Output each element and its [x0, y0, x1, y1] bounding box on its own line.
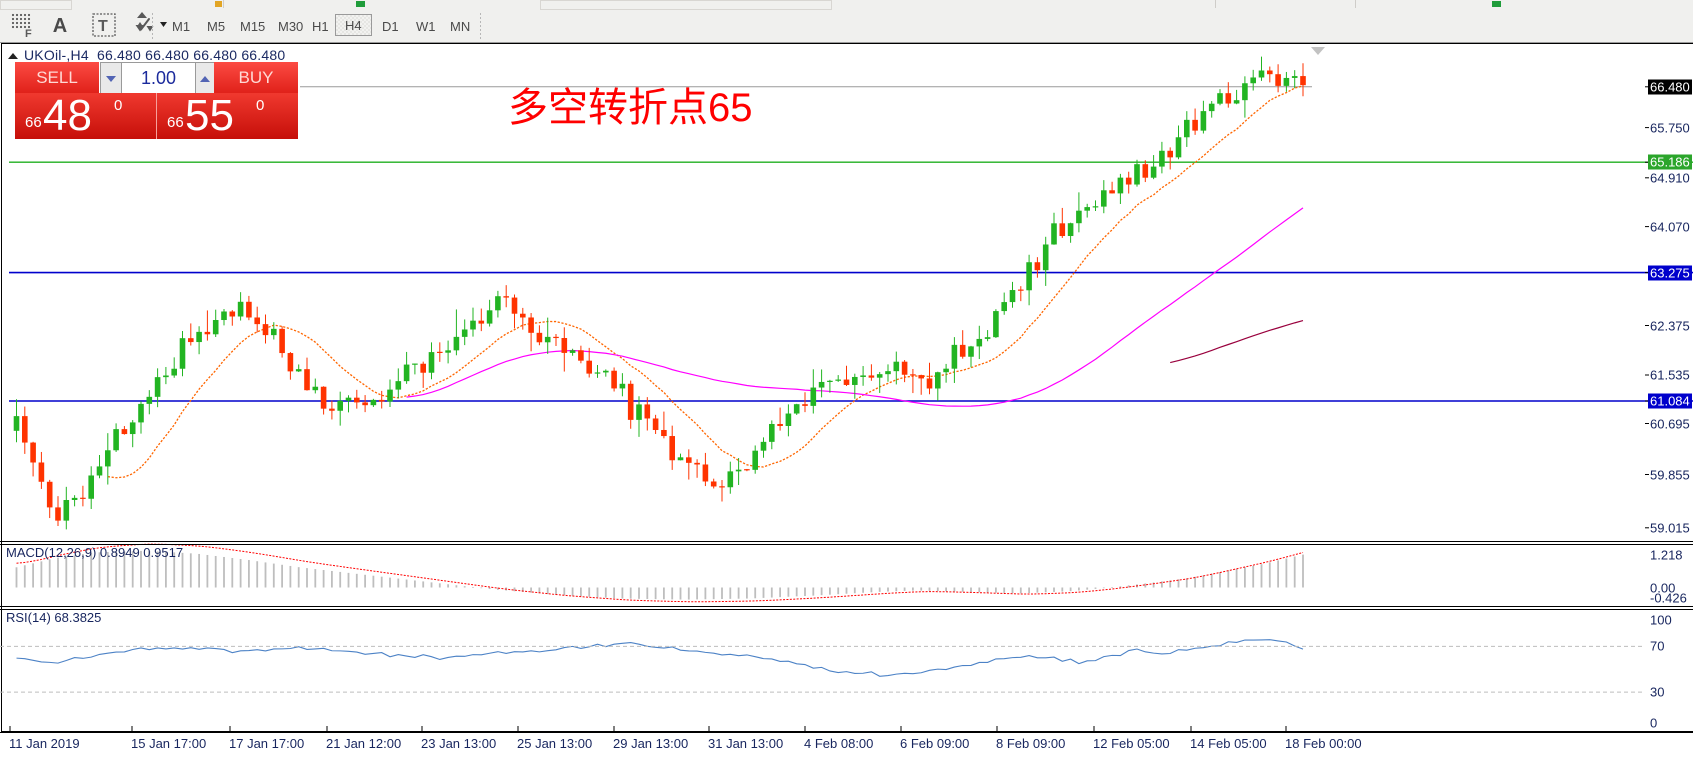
- svg-text:F: F: [25, 28, 32, 40]
- svg-text:T: T: [98, 18, 108, 35]
